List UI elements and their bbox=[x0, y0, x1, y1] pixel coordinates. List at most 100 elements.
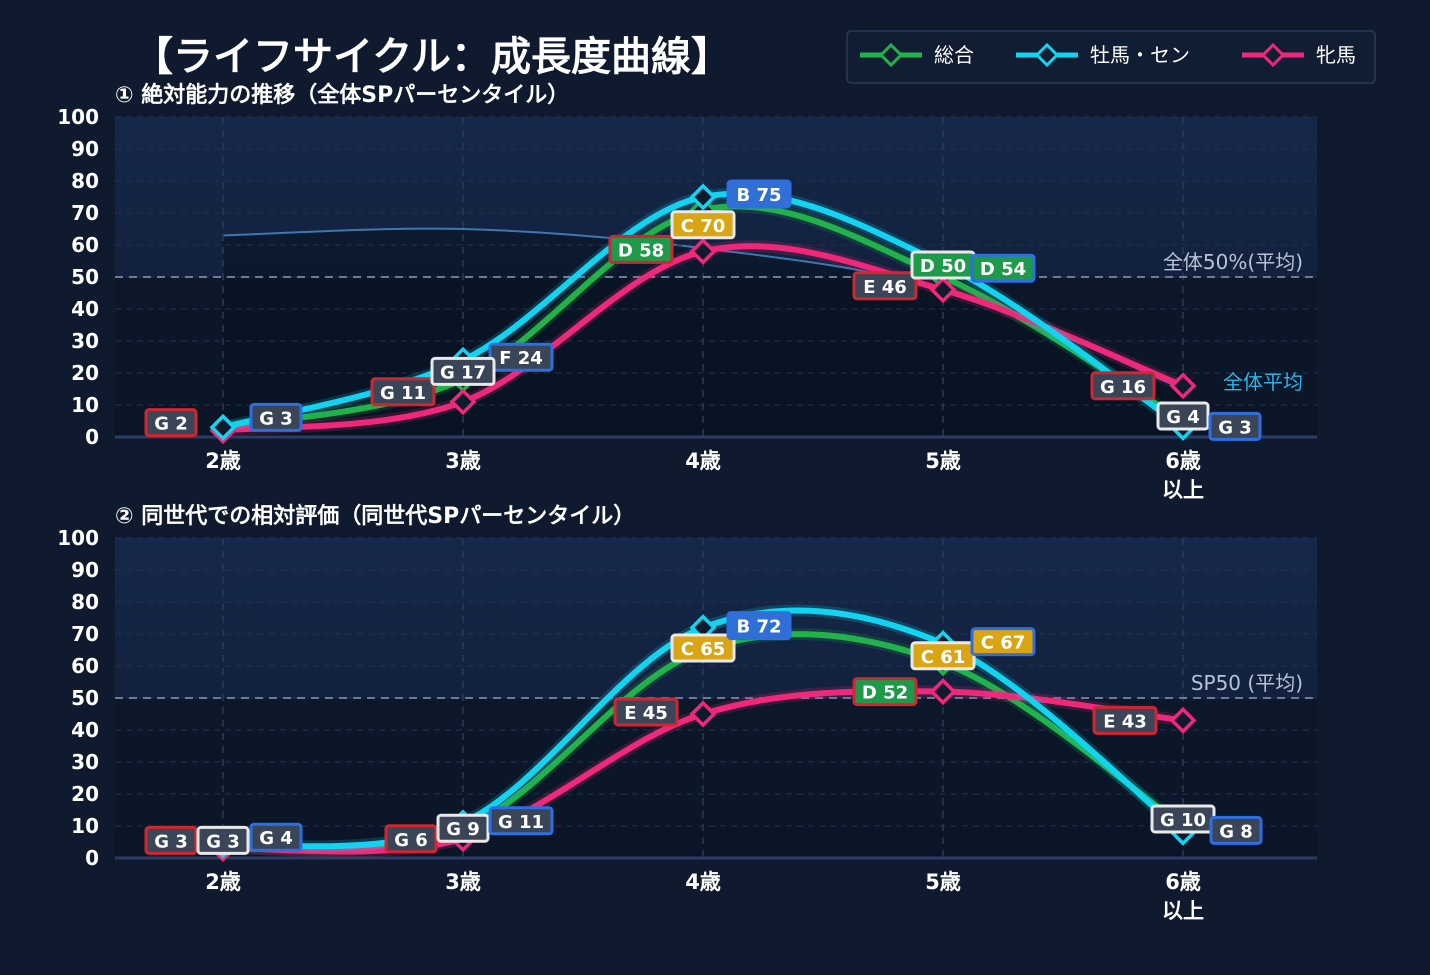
data-label-box bbox=[384, 824, 438, 854]
data-label: E 43 bbox=[1092, 705, 1158, 735]
data-label-box bbox=[1209, 815, 1263, 845]
data-label-text: D 54 bbox=[980, 259, 1026, 280]
legend-label: 牝馬 bbox=[1316, 43, 1356, 67]
data-label: B 72 bbox=[726, 611, 792, 641]
y-tick-label: 20 bbox=[71, 782, 99, 806]
data-point-marker bbox=[929, 276, 957, 304]
data-label-text: G 10 bbox=[1160, 810, 1206, 831]
data-label: G 6 bbox=[384, 824, 438, 854]
data-label-box bbox=[144, 408, 198, 438]
y-tick-label: 0 bbox=[85, 425, 99, 449]
data-label-text: G 3 bbox=[1218, 417, 1252, 438]
data-point-marker bbox=[1169, 706, 1197, 734]
chart-panel-absolute: ① 絶対能力の推移（全体SPパーセンタイル） 0 10 20 30 40 50 60 70 80 9… bbox=[57, 82, 1317, 502]
data-label-box bbox=[1090, 371, 1156, 401]
y-tick-label: 60 bbox=[71, 654, 99, 678]
data-label-text: G 4 bbox=[1166, 407, 1200, 428]
x-tick-label: 3歳 bbox=[445, 870, 481, 894]
data-label-box bbox=[1208, 411, 1262, 441]
data-label-box bbox=[1092, 705, 1158, 735]
y-tick-label: 60 bbox=[71, 233, 99, 257]
data-label-box bbox=[852, 271, 918, 301]
y-tick-label: 90 bbox=[71, 137, 99, 161]
y-tick-label: 10 bbox=[71, 814, 99, 838]
x-tick-label: 2歳 bbox=[205, 870, 241, 894]
data-label-text: E 45 bbox=[624, 703, 668, 724]
x-tick-label: 5歳 bbox=[925, 449, 961, 473]
data-label-text: G 4 bbox=[259, 828, 293, 849]
data-point-marker bbox=[449, 388, 477, 416]
x-tick-label: 2歳 bbox=[205, 449, 241, 473]
y-tick-label: 10 bbox=[71, 393, 99, 417]
data-point-marker bbox=[209, 413, 237, 441]
x-tick-label: 6歳 bbox=[1165, 449, 1201, 473]
data-point-marker bbox=[929, 678, 957, 706]
y-tick-label: 100 bbox=[57, 105, 99, 129]
data-label: C 67 bbox=[970, 627, 1036, 657]
data-label-text: C 67 bbox=[981, 633, 1026, 654]
data-label: G 4 bbox=[1156, 401, 1210, 431]
y-tick-label: 90 bbox=[71, 558, 99, 582]
data-label-text: G 2 bbox=[154, 414, 188, 435]
data-label: C 65 bbox=[670, 633, 736, 663]
y-tick-label: 40 bbox=[71, 718, 99, 742]
chart-main-title: 【ライフサイクル：成長度曲線】 bbox=[133, 34, 731, 80]
x-tick-label: 4歳 bbox=[685, 870, 721, 894]
data-label-text: G 3 bbox=[206, 831, 240, 852]
y-tick-label: 30 bbox=[71, 329, 99, 353]
data-label-text: B 75 bbox=[736, 185, 781, 206]
chart-legend: 総合 牡馬・セン 牝馬 bbox=[846, 30, 1376, 84]
data-label-text: E 43 bbox=[1103, 711, 1147, 732]
average-line-label: 全体平均 bbox=[1223, 370, 1303, 394]
data-label: G 8 bbox=[1209, 815, 1263, 845]
x-tick-label: 以上 bbox=[1162, 899, 1204, 923]
data-label: G 16 bbox=[1090, 371, 1156, 401]
legend-label: 総合 bbox=[934, 43, 974, 67]
legend-item: 総合 bbox=[860, 42, 974, 68]
y-tick-label: 50 bbox=[71, 265, 99, 289]
data-label-box bbox=[196, 825, 250, 855]
y-tick-label: 20 bbox=[71, 361, 99, 385]
data-label: G 3 bbox=[144, 825, 198, 855]
data-label: F 24 bbox=[488, 342, 554, 372]
data-label-box bbox=[970, 627, 1036, 657]
data-label-box bbox=[144, 825, 198, 855]
data-label-text: G 17 bbox=[440, 362, 486, 383]
legend-label: 牡馬・セン bbox=[1090, 43, 1190, 67]
x-tick-label: 以上 bbox=[1162, 478, 1204, 502]
data-label: D 58 bbox=[608, 234, 674, 264]
y-tick-label: 80 bbox=[71, 590, 99, 614]
legend-diamond-icon bbox=[1034, 42, 1060, 68]
data-label: G 4 bbox=[249, 822, 303, 852]
x-tick-label: 6歳 bbox=[1165, 870, 1201, 894]
data-label: G 11 bbox=[488, 806, 554, 836]
legend-diamond-icon bbox=[878, 42, 904, 68]
panel-title: ① 絶対能力の推移（全体SPパーセンタイル） bbox=[115, 82, 569, 108]
data-label: E 45 bbox=[613, 697, 679, 727]
y-tick-label: 40 bbox=[71, 297, 99, 321]
data-label: D 52 bbox=[852, 677, 918, 707]
data-label-box bbox=[370, 377, 436, 407]
data-label-text: G 6 bbox=[394, 830, 428, 851]
data-label-box bbox=[249, 402, 303, 432]
y-tick-label: 70 bbox=[71, 622, 99, 646]
data-label-box bbox=[613, 697, 679, 727]
data-label: D 54 bbox=[970, 253, 1036, 283]
data-label: B 75 bbox=[726, 179, 792, 209]
chart-panel-relative: ② 同世代での相対評価（同世代SPパーセンタイル） 0 10 20 30 40 50 60 70… bbox=[57, 503, 1317, 923]
y-tick-label: 70 bbox=[71, 201, 99, 225]
data-label: G 3 bbox=[196, 825, 250, 855]
data-label-box bbox=[852, 677, 918, 707]
y-tick-label: 50 bbox=[71, 686, 99, 710]
y-tick-label: 0 bbox=[85, 846, 99, 870]
data-label-text: G 16 bbox=[1100, 377, 1146, 398]
data-label-box bbox=[1156, 401, 1210, 431]
legend-item: 牡馬・セン bbox=[1016, 42, 1190, 68]
data-label-box bbox=[670, 633, 736, 663]
legend-box bbox=[846, 30, 1376, 84]
y-tick-label: 100 bbox=[57, 526, 99, 550]
reference-line-label: SP50 (平均) bbox=[1191, 671, 1303, 695]
data-label-text: D 52 bbox=[862, 683, 908, 704]
data-label-box bbox=[430, 356, 496, 386]
